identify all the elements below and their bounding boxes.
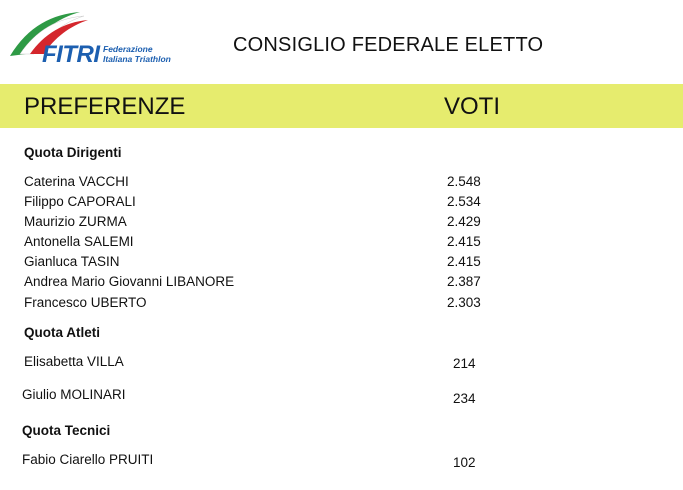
logo-subtitle-line-1: Federazione [103, 44, 153, 54]
section-title: Quota Tecnici [22, 423, 111, 438]
logo-subtitle-line-2: Italiana Triathlon [103, 54, 171, 64]
candidate-votes: 102 [453, 455, 476, 470]
candidate-votes: 214 [453, 356, 476, 371]
column-header-votes: VOTI [444, 93, 501, 120]
logo-subtitle: Federazione Italiana Triathlon [103, 44, 171, 64]
candidate-votes: 234 [453, 391, 476, 406]
section-title: Quota Atleti [24, 325, 100, 340]
logo-swoosh-icon [10, 12, 88, 56]
column-header-preferences: PREFERENZE [24, 93, 186, 120]
candidate-votes: 2.415 [447, 254, 481, 269]
candidate-name: Fabio Ciarello PRUITI [22, 452, 154, 467]
candidate-votes: 2.387 [447, 274, 481, 289]
candidate-name: Giulio MOLINARI [22, 387, 126, 402]
candidate-votes: 2.548 [447, 174, 481, 189]
page-title: CONSIGLIO FEDERALE ELETTO [233, 34, 544, 56]
candidate-votes: 2.303 [447, 295, 481, 310]
candidate-name: Francesco UBERTO [24, 295, 147, 310]
fitri-logo: FITRI Federazione Italiana Triathlon [8, 8, 188, 68]
candidate-votes: 2.534 [447, 194, 481, 209]
candidate-name: Elisabetta VILLA [24, 354, 124, 369]
candidate-name: Caterina VACCHI [24, 174, 129, 189]
header-band [0, 84, 683, 128]
candidate-votes: 2.429 [447, 214, 481, 229]
candidate-name: Filippo CAPORALI [24, 194, 136, 209]
candidate-name: Andrea Mario Giovanni LIBANORE [24, 274, 235, 289]
candidate-name: Maurizio ZURMA [24, 214, 127, 229]
candidate-votes: 2.415 [447, 234, 481, 249]
candidate-name: Antonella SALEMI [24, 234, 134, 249]
logo-wordmark: FITRI [42, 41, 100, 68]
candidate-name: Gianluca TASIN [24, 254, 120, 269]
section-title: Quota Dirigenti [24, 145, 122, 160]
